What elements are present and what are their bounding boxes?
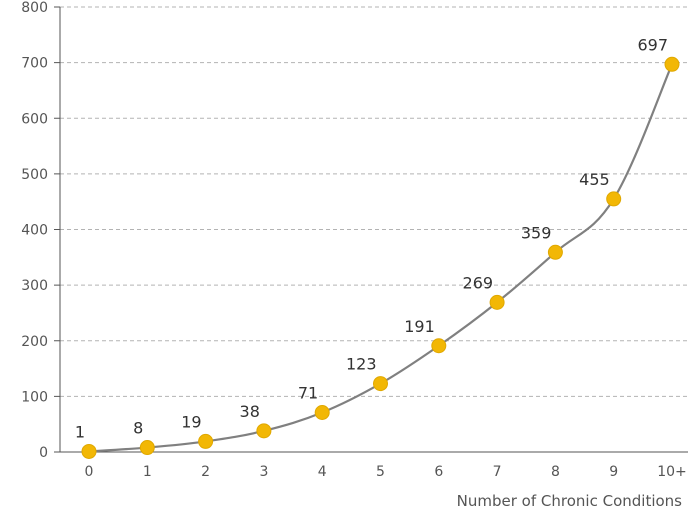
y-tick-label: 300 (21, 278, 48, 294)
data-label: 1 (75, 422, 85, 441)
x-tick-label: 4 (318, 464, 327, 480)
data-point (547, 244, 563, 260)
x-tick-label: 6 (434, 464, 443, 480)
data-point (139, 440, 155, 456)
x-tick-label: 0 (85, 464, 94, 480)
x-axis-title: Number of Chronic Conditions (457, 492, 683, 510)
data-labels: 1 8 19 38 71 123 191 269 359 455 697 (75, 35, 668, 441)
data-point (664, 56, 680, 72)
data-points (81, 56, 680, 459)
data-label: 191 (404, 317, 435, 336)
data-point (81, 443, 97, 459)
x-tick-label: 1 (143, 464, 152, 480)
series-line (88, 63, 674, 453)
x-tick-label: 8 (551, 464, 560, 480)
data-point (606, 191, 622, 207)
data-label: 19 (181, 412, 201, 431)
data-label: 71 (298, 384, 318, 403)
data-point (314, 405, 330, 421)
x-tick-labels: 0 1 2 3 4 5 6 7 8 9 10+ (85, 464, 687, 480)
data-label: 38 (240, 402, 260, 421)
y-tick-label: 0 (39, 445, 48, 461)
data-label: 269 (463, 273, 494, 292)
data-label: 8 (133, 419, 143, 438)
data-point (373, 376, 388, 392)
data-point (431, 338, 447, 354)
x-tick-label: 5 (376, 464, 385, 480)
x-tick-label: 10+ (657, 464, 687, 480)
x-tick-label: 3 (259, 464, 268, 480)
x-tick-label: 2 (201, 464, 210, 480)
data-point (256, 423, 272, 439)
data-label: 455 (579, 170, 610, 189)
y-tick-labels: 0 100 200 300 400 500 600 700 800 (21, 0, 60, 461)
y-tick-label: 700 (21, 56, 48, 72)
y-tick-label: 800 (21, 0, 48, 16)
y-tick-label: 200 (21, 334, 48, 350)
y-tick-label: 500 (21, 167, 48, 183)
x-tick-label: 7 (493, 464, 502, 480)
y-tick-label: 100 (21, 389, 48, 405)
data-label: 123 (346, 355, 377, 374)
y-tick-label: 600 (21, 111, 48, 127)
data-point (489, 294, 505, 310)
x-tick-label: 9 (609, 464, 618, 480)
data-label: 359 (521, 223, 552, 242)
gridlines (60, 6, 688, 397)
data-label: 697 (637, 35, 668, 54)
data-point (198, 433, 214, 449)
y-tick-label: 400 (21, 223, 48, 239)
